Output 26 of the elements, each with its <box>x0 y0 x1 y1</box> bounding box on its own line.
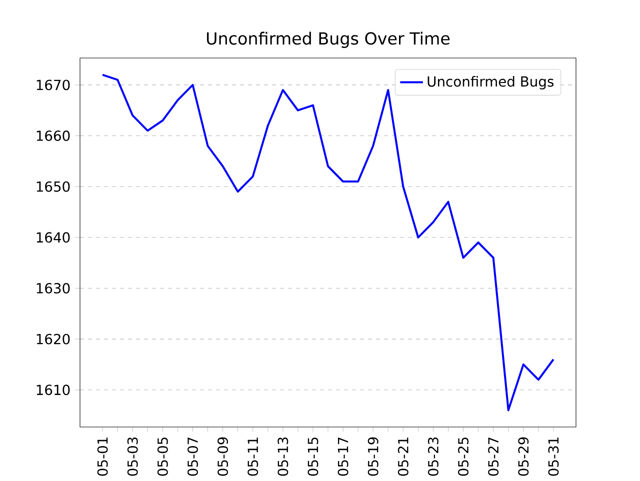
x-tick-label: 05-15 <box>308 438 318 476</box>
y-tick-label: 1670 <box>36 80 70 90</box>
y-tick-label: 1610 <box>36 384 70 396</box>
x-tick-label: 05-05 <box>157 438 168 476</box>
x-tick-label: 05-07 <box>187 438 198 476</box>
x-tick-label: 05-31 <box>548 438 559 476</box>
x-tick-label: 05-25 <box>458 438 469 476</box>
x-tick-label: 05-19 <box>368 437 378 476</box>
legend-label: Unconfirmed Bugs <box>428 76 554 90</box>
x-tick-label: 05-23 <box>428 437 438 476</box>
chart-title: Unconfirmed Bugs Over Time <box>207 32 450 48</box>
x-tick-label: 05-11 <box>248 438 258 476</box>
x-tick-label: 05-27 <box>488 438 499 476</box>
x-tick-label: 05-29 <box>518 437 529 476</box>
y-tick-label: 1620 <box>36 334 70 344</box>
x-tick-label: 05-17 <box>338 438 348 476</box>
x-tick-label: 05-01 <box>97 438 108 476</box>
x-tick-label: 05-03 <box>127 437 138 476</box>
x-tick-label: 05-13 <box>278 437 288 476</box>
y-tick-label: 1640 <box>36 232 70 243</box>
line-series <box>102 74 554 412</box>
y-tick-label: 1650 <box>36 181 70 192</box>
x-tick-label: 05-21 <box>398 438 408 476</box>
y-tick-label: 1660 <box>36 130 70 141</box>
y-tick-label: 1630 <box>36 282 70 294</box>
x-tick-label: 05-09 <box>218 437 228 476</box>
